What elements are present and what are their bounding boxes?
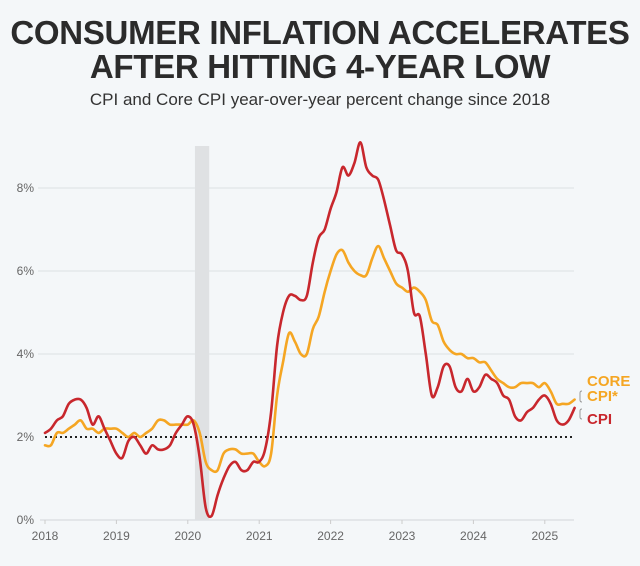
core-cpi-line — [43, 244, 576, 474]
x-tick-label: 2021 — [246, 529, 273, 543]
chart-subtitle: CPI and Core CPI year-over-year percent … — [89, 90, 551, 109]
y-axis: 0% 2% 4% 6% 8% — [17, 181, 35, 527]
y-tick-label: 2% — [17, 430, 35, 444]
y-tick-label: 4% — [17, 347, 35, 361]
series-lines — [43, 141, 576, 519]
y-tick-label: 6% — [17, 264, 35, 278]
x-tick-label: 2025 — [531, 529, 558, 543]
cpi-label: CPI — [587, 411, 612, 428]
x-tick-label: 2024 — [460, 529, 487, 543]
y-tick-label: 0% — [17, 513, 35, 527]
x-axis: 2018 2019 2020 2021 2022 2023 2024 2025 — [32, 519, 574, 543]
y-tick-label: 8% — [17, 181, 35, 195]
core-cpi-label-line2: CPI* — [587, 388, 618, 405]
cpi-bracket — [579, 408, 583, 420]
cpi-line — [43, 141, 576, 519]
core-cpi-label-line1: CORE — [587, 373, 630, 390]
x-tick-label: 2019 — [103, 529, 130, 543]
x-tick-label: 2023 — [389, 529, 416, 543]
x-tick-label: 2020 — [174, 529, 201, 543]
chart-title: CONSUMER INFLATION ACCELERATES AFTER HIT… — [10, 14, 630, 85]
gridlines — [38, 187, 574, 355]
x-tick-label: 2022 — [317, 529, 344, 543]
core-cpi-bracket — [579, 390, 583, 403]
x-tick-label: 2018 — [32, 529, 59, 543]
